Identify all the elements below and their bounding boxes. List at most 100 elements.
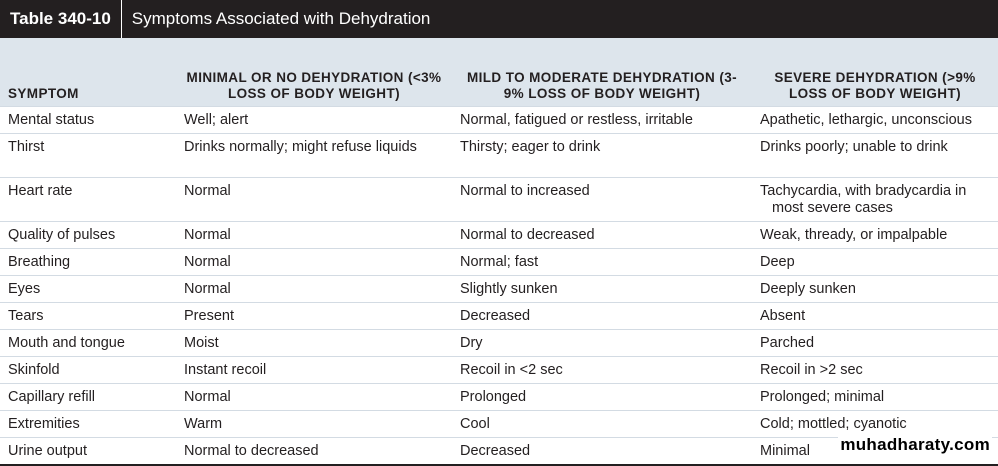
cell-text: Normal — [184, 281, 231, 297]
table-cell: Cold; mottled; cyanotic — [752, 410, 998, 438]
watermark: muhadharaty.com — [838, 435, 992, 455]
symptom-cell: Tears — [0, 302, 176, 330]
cell-text: Well; alert — [184, 112, 249, 128]
table-cell: Recoil in <2 sec — [452, 356, 752, 384]
table-label: Table 340-10 — [0, 0, 122, 38]
table-cell: Thirsty; eager to drink — [452, 133, 752, 178]
cell-text: Normal — [184, 389, 231, 405]
table-row: Heart rate Normal Normal to increased Tachy… — [0, 177, 998, 222]
symptom-cell: Mouth and tongue — [0, 329, 176, 357]
table-body: Mental status Well; alert Normal, fatigued… — [0, 106, 998, 466]
cell-text: Absent — [760, 308, 806, 324]
table-row: Extremities Warm Cool Cold; mottled; cyanot… — [0, 410, 998, 438]
cell-text: Apathetic, lethargic, unconscious — [760, 112, 972, 128]
column-header: SYMPTOM — [0, 38, 176, 107]
table-row: Quality of pulses Normal Normal to decreas… — [0, 221, 998, 249]
cell-text: Deep — [760, 254, 795, 270]
header-row: SYMPTOM MINIMAL OR NO DEHYDRATION (<3% LO… — [0, 38, 998, 107]
table-cell: Parched — [752, 329, 998, 357]
cell-text: Cold; mottled; cyanotic — [760, 416, 907, 432]
cell-text: Drinks normally; might refuse liquids — [184, 139, 417, 155]
table-cell: Drinks normally; might refuse liquids — [176, 133, 452, 178]
table-cell: Deep — [752, 248, 998, 276]
table-cell: Apathetic, lethargic, unconscious — [752, 106, 998, 134]
table-row: Thirst Drinks normally; might refuse liqu… — [0, 133, 998, 178]
cell-text: Eyes — [8, 281, 41, 297]
cell-text: Warm — [184, 416, 223, 432]
table-cell: Moist — [176, 329, 452, 357]
cell-text: Normal to decreased — [184, 443, 319, 459]
cell-text: Dry — [460, 335, 483, 351]
table-cell: Normal — [176, 221, 452, 249]
symptom-table: SYMPTOM MINIMAL OR NO DEHYDRATION (<3% LO… — [0, 38, 998, 466]
table-row: Skinfold Instant recoil Recoil in <2 sec Re… — [0, 356, 998, 384]
symptom-cell: Capillary refill — [0, 383, 176, 411]
table-cell: Normal — [176, 383, 452, 411]
table-title: Symptoms Associated with Dehydration — [131, 9, 431, 28]
table-row: Breathing Normal Normal; fast Deep — [0, 248, 998, 276]
table-cell: Decreased — [452, 302, 752, 330]
cell-text: Tears — [8, 308, 44, 324]
cell-text: Mental status — [8, 112, 95, 128]
table-cell: Present — [176, 302, 452, 330]
cell-text: Decreased — [460, 443, 531, 459]
symptom-cell: Mental status — [0, 106, 176, 134]
cell-text: Instant recoil — [184, 362, 267, 378]
column-header: SEVERE DEHYDRATION (>9% LOSS OF BODY WEI… — [752, 38, 998, 107]
table-cell: Cool — [452, 410, 752, 438]
table-cell: Warm — [176, 410, 452, 438]
symptom-cell: Eyes — [0, 275, 176, 303]
cell-text: Weak, thready, or impalpable — [760, 227, 948, 243]
cell-text: Skinfold — [8, 362, 60, 378]
cell-text: Parched — [760, 335, 815, 351]
cell-text: Normal to decreased — [460, 227, 595, 243]
cell-text: Drinks poorly; unable to drink — [760, 139, 948, 155]
table-row: Tears Present Decreased Absent — [0, 302, 998, 330]
table-cell: Prolonged; minimal — [752, 383, 998, 411]
table-cell: Absent — [752, 302, 998, 330]
cell-text: Quality of pulses — [8, 227, 116, 243]
table-cell: Prolonged — [452, 383, 752, 411]
cell-text: Prolonged — [460, 389, 527, 405]
symptom-cell: Breathing — [0, 248, 176, 276]
cell-text: Mouth and tongue — [8, 335, 125, 351]
cell-text: Thirst — [8, 139, 45, 155]
table-cell: Normal — [176, 275, 452, 303]
cell-text: Normal — [184, 254, 231, 270]
cell-text: Normal to increased — [460, 183, 590, 199]
table-row: Mental status Well; alert Normal, fatigued… — [0, 106, 998, 134]
table-cell: Normal to decreased — [452, 221, 752, 249]
cell-text: Moist — [184, 335, 219, 351]
symptom-cell: Thirst — [0, 133, 176, 178]
table-cell: Normal — [176, 248, 452, 276]
symptom-cell: Heart rate — [0, 177, 176, 222]
table-cell: Drinks poorly; unable to drink — [752, 133, 998, 178]
table-cell: Well; alert — [176, 106, 452, 134]
cell-text: Decreased — [460, 308, 531, 324]
cell-text: Urine output — [8, 443, 87, 459]
table-row: Capillary refill Normal Prolonged Prolonged… — [0, 383, 998, 411]
cell-text: Normal; fast — [460, 254, 539, 270]
cell-text: Recoil in >2 sec — [760, 362, 863, 378]
cell-text: Breathing — [8, 254, 71, 270]
cell-text: Normal, fatigued or restless, irritable — [460, 112, 693, 128]
cell-text: Prolonged; minimal — [760, 389, 885, 405]
cell-text: Cool — [460, 416, 490, 432]
table-cell: Slightly sunken — [452, 275, 752, 303]
cell-text: Normal — [184, 227, 231, 243]
cell-text: Extremities — [8, 416, 80, 432]
cell-text: Thirsty; eager to drink — [460, 139, 601, 155]
symptom-cell: Skinfold — [0, 356, 176, 384]
column-header: MINIMAL OR NO DEHYDRATION (<3% LOSS OF B… — [176, 38, 452, 107]
table-cell: Normal — [176, 177, 452, 222]
cell-text: Normal — [184, 183, 231, 199]
table-cell: Recoil in >2 sec — [752, 356, 998, 384]
symptom-cell: Extremities — [0, 410, 176, 438]
cell-text: Minimal — [760, 443, 810, 459]
table-cell: Normal; fast — [452, 248, 752, 276]
cell-text: Recoil in <2 sec — [460, 362, 563, 378]
table-cell: Tachycardia, with bradycardia in most se… — [752, 177, 998, 222]
symptom-cell: Quality of pulses — [0, 221, 176, 249]
cell-text: Heart rate — [8, 183, 73, 199]
